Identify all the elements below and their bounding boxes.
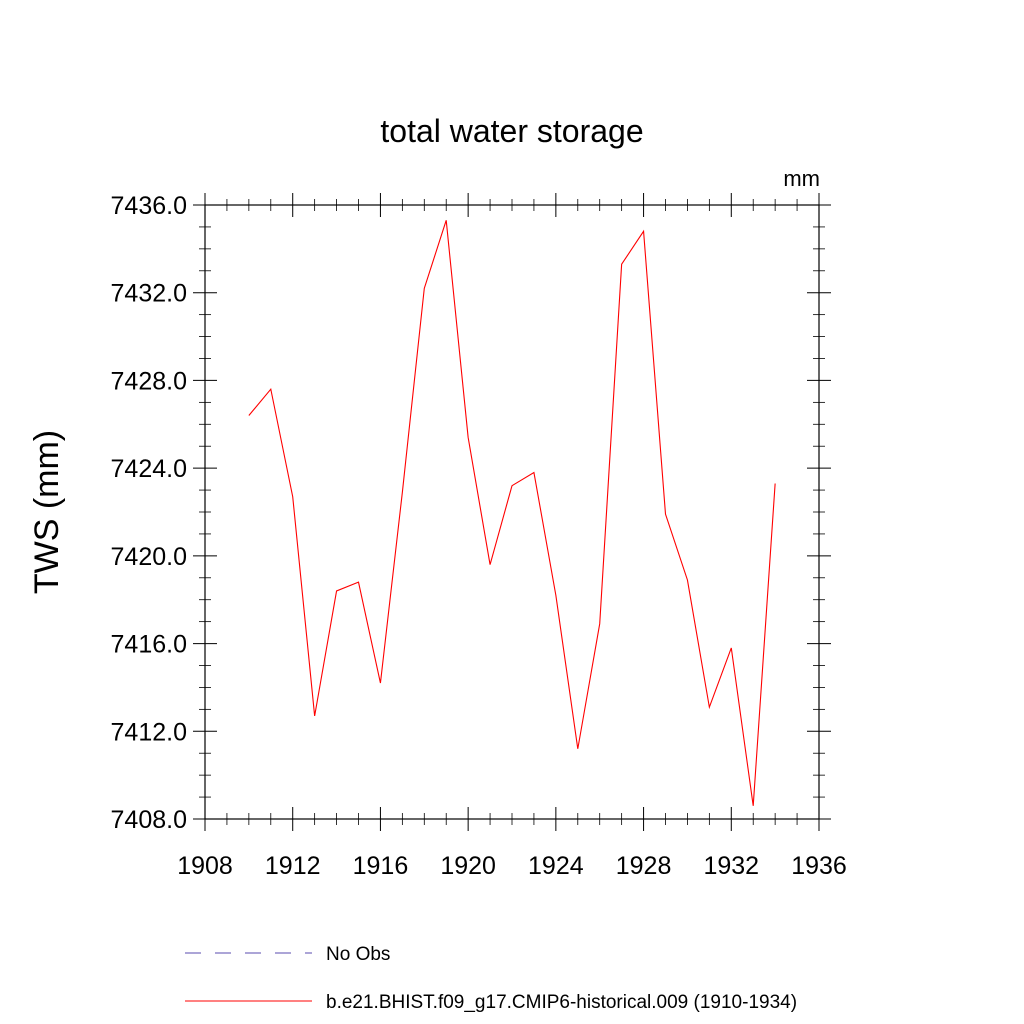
y-tick-label: 7408.0 — [111, 806, 187, 834]
y-tick-label: 7424.0 — [111, 455, 187, 483]
legend-label-no-obs: No Obs — [326, 944, 390, 965]
y-tick-label: 7436.0 — [111, 192, 187, 220]
plot-frame — [204, 204, 820, 820]
y-axis-label: TWS (mm) — [28, 430, 66, 594]
minor-ticks — [199, 199, 825, 825]
legend-label-cmip6: b.e21.BHIST.f09_g17.CMIP6-historical.009… — [326, 992, 797, 1013]
x-tick-label: 1936 — [791, 852, 847, 880]
y-tick-label: 7416.0 — [111, 631, 187, 659]
x-tick-label: 1928 — [616, 852, 672, 880]
units-label: mm — [783, 166, 820, 191]
x-tick-label: 1912 — [265, 852, 321, 880]
y-tick-label: 7412.0 — [111, 718, 187, 746]
x-tick-label: 1920 — [440, 852, 496, 880]
legend: No Obs b.e21.BHIST.f09_g17.CMIP6-histori… — [185, 944, 797, 1013]
y-tick-label: 7420.0 — [111, 543, 187, 571]
y-tick-label: 7432.0 — [111, 280, 187, 308]
series-line-cmip6-historical-009 — [248, 220, 776, 806]
x-tick-label: 1924 — [528, 852, 584, 880]
chart-title: total water storage — [380, 113, 643, 149]
major-ticks — [193, 193, 831, 831]
y-tick-labels: 7408.0 7412.0 7416.0 7420.0 7424.0 7428.0 7432… — [111, 192, 187, 834]
x-tick-label: 1916 — [353, 852, 409, 880]
x-tick-labels: 1908 1912 1916 1920 1924 1928 1932 1936 — [177, 852, 847, 880]
x-tick-label: 1932 — [703, 852, 759, 880]
x-tick-label: 1908 — [177, 852, 233, 880]
y-tick-label: 7428.0 — [111, 367, 187, 395]
